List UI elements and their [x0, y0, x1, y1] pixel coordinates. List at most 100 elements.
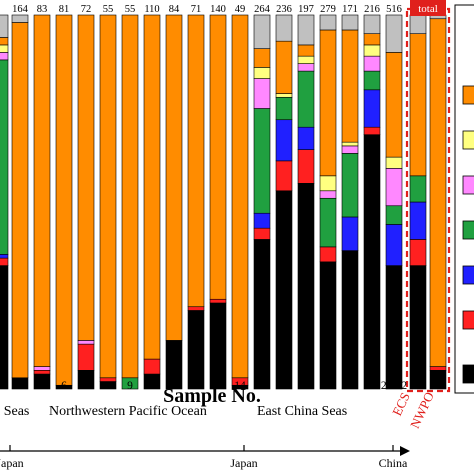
bar-segment-21/22-3: [385, 205, 403, 225]
bar-segment-13-6: [209, 14, 227, 300]
axis-point-japan-2: Japan: [230, 456, 257, 470]
total-label: total: [418, 3, 438, 15]
bar-segment-19-5: [341, 141, 359, 147]
bar-segment-NWPO-6: [429, 18, 447, 367]
bar-segment-ECS-1: [409, 239, 427, 266]
bar-segment-20-4: [363, 55, 381, 72]
bar-segment-18-7: [319, 14, 337, 31]
bar-segment-3-1: [0, 257, 9, 266]
sample-count-label: 140: [210, 4, 226, 15]
bar-segment-17-0: [297, 183, 315, 390]
bar-segment-20-5: [363, 44, 381, 57]
bar-segment-13-1: [209, 298, 227, 304]
bar-segment-15-3: [253, 108, 271, 214]
x-tick-label: 9: [127, 380, 133, 392]
x-tick-label: 18: [322, 380, 334, 392]
bar-segment-21/22-6: [385, 52, 403, 158]
bar-segment-3-5: [0, 44, 9, 53]
x-tick-label: 5: [39, 380, 45, 392]
bar-segment-20-1: [363, 126, 381, 135]
bar-segment-17-6: [297, 44, 315, 57]
bar-segment-18-3: [319, 197, 337, 248]
x-axis-title: Sample No.: [163, 385, 261, 407]
x-tick-label: 15: [256, 380, 268, 392]
rotated-label-nwpo: NWPO: [407, 390, 437, 431]
bar-segment-3-0: [0, 265, 9, 390]
bar-segment-3-6: [0, 37, 9, 46]
bar-segment-19-0: [341, 250, 359, 390]
sample-count-label: 71: [191, 4, 202, 15]
sample-count-label: 164: [12, 4, 29, 15]
bar-segment-21/22-0: [385, 265, 403, 390]
bar-segment-3-2: [0, 254, 9, 259]
x-tick-label: 4: [17, 380, 23, 392]
bar-segment-18-1: [319, 246, 337, 263]
bar-segment-16-0: [275, 190, 293, 390]
bar-segment-ECS-0: [409, 265, 427, 390]
x-tick-label: 16: [278, 380, 290, 392]
bar-segment-19-6: [341, 29, 359, 143]
x-tick-label: 17: [300, 380, 312, 392]
bar-segment-5-4: [33, 366, 51, 371]
bar-segment-4-7: [11, 14, 29, 23]
bar-segment-17-3: [297, 70, 315, 128]
x-tick-label: 11: [168, 380, 179, 392]
bar-segment-16-3: [275, 96, 293, 121]
legend-swatch-5: [462, 130, 474, 150]
bar-segment-12-0: [187, 310, 205, 390]
x-tick-label: 12: [190, 380, 202, 392]
sample-count-label: 216: [364, 4, 380, 15]
bar-segment-15-1: [253, 227, 271, 240]
axis-point-japan-1: Japan: [0, 456, 24, 470]
bar-segment-21/22-4: [385, 168, 403, 207]
sample-count-label: 264: [254, 4, 271, 15]
bar-segment-5-1: [33, 369, 51, 375]
x-tick-label: 10: [146, 380, 158, 392]
region-label-ecs: East China Seas: [257, 404, 347, 419]
bar-segment-12-1: [187, 306, 205, 311]
bar-segment-17-5: [297, 55, 315, 64]
sample-count-label: 84: [169, 4, 180, 15]
bar-segment-10-1: [143, 358, 161, 375]
bar-segment-16-6: [275, 40, 293, 94]
sample-count-label: 516: [386, 4, 402, 15]
bar-segment-6-6: [55, 14, 73, 386]
bar-segment-17-4: [297, 63, 315, 72]
bar-segment-18-5: [319, 175, 337, 192]
sample-count-labels: 164 83 81 72 55 55 110 84 71 140 49 264 236 197 279 171…: [12, 4, 402, 15]
bar-segment-12-6: [187, 14, 205, 308]
x-tick-label: 6: [61, 380, 67, 392]
bar-segment-15-5: [253, 67, 271, 79]
bar-segment-5-6: [33, 14, 51, 367]
bar-segment-19-2: [341, 216, 359, 251]
bar-segment-7-4: [77, 340, 95, 345]
sample-count-label: 72: [81, 4, 92, 15]
total-highlight-box: total: [405, 0, 451, 393]
bar-segment-10-6: [143, 14, 161, 360]
bar-segment-19-7: [341, 14, 359, 31]
bar-segment-21/22-7: [385, 14, 403, 53]
axis-point-china: China: [379, 456, 408, 470]
bar-segment-ECS-2: [409, 201, 427, 240]
x-tick-label: 14: [234, 380, 246, 392]
legend-swatches: [454, 4, 474, 394]
bar-segment-3-7: [0, 14, 9, 38]
sample-count-label: 83: [37, 4, 48, 15]
sample-count-label: 279: [320, 4, 336, 15]
x-tick-label: 7: [83, 380, 89, 392]
bar-segment-17-2: [297, 126, 315, 150]
bar-segment-15-6: [253, 48, 271, 68]
legend-frame: [454, 4, 474, 394]
bar-segment-17-1: [297, 149, 315, 184]
bar-segment-ECS-3: [409, 175, 427, 203]
legend-swatch-1: [462, 310, 474, 330]
sample-count-label: 236: [276, 4, 292, 15]
x-tick-label: 8: [105, 380, 111, 392]
x-tick-label: 20: [366, 380, 378, 392]
bar-segment-16-2: [275, 119, 293, 162]
x-tick-label: 19: [344, 380, 356, 392]
bar-segment-18-4: [319, 190, 337, 199]
bar-segment-8-6: [99, 14, 117, 379]
bar-segment-4-6: [11, 22, 29, 379]
